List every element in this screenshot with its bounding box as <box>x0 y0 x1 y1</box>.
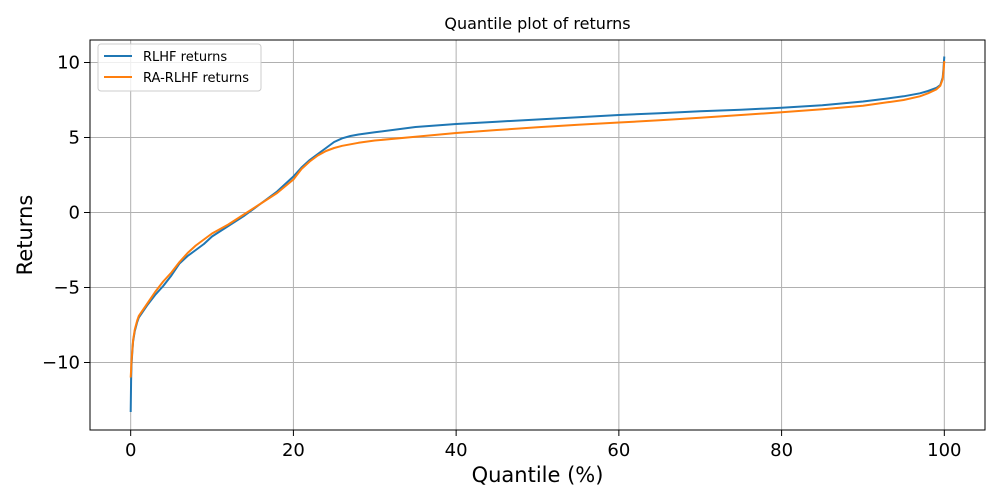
x-tick-label: 0 <box>125 440 136 461</box>
y-axis: −10 −5 0 5 10 <box>42 53 90 374</box>
x-tick-label: 100 <box>927 440 961 461</box>
x-tick-label: 60 <box>607 440 630 461</box>
x-tick-label: 80 <box>770 440 793 461</box>
legend-label: RLHF returns <box>143 50 227 65</box>
y-tick-label: 10 <box>57 53 80 74</box>
series-lines <box>129 56 946 413</box>
y-tick-label: −5 <box>53 278 80 299</box>
legend-box <box>97 43 262 92</box>
x-tick-label: 20 <box>282 440 305 461</box>
chart-title: Quantile plot of returns <box>444 14 630 33</box>
y-tick-label: 0 <box>69 203 80 224</box>
series-line-2 <box>129 60 946 378</box>
x-axis-title: Quantile (%) <box>472 463 604 487</box>
y-tick-label: 5 <box>69 128 80 149</box>
x-axis: 0 20 40 60 80 100 <box>125 430 961 461</box>
plot-frame <box>89 39 986 431</box>
y-tick-label: −10 <box>42 353 80 374</box>
legend: RLHF returns RA-RLHF returns <box>97 43 262 92</box>
legend-label: RA-RLHF returns <box>143 71 249 86</box>
x-tick-label: 40 <box>445 440 468 461</box>
y-axis-title: Returns <box>13 195 37 276</box>
